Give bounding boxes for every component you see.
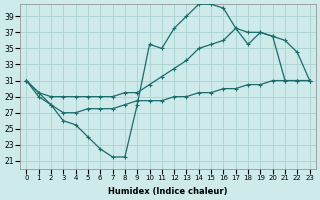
X-axis label: Humidex (Indice chaleur): Humidex (Indice chaleur) bbox=[108, 187, 228, 196]
